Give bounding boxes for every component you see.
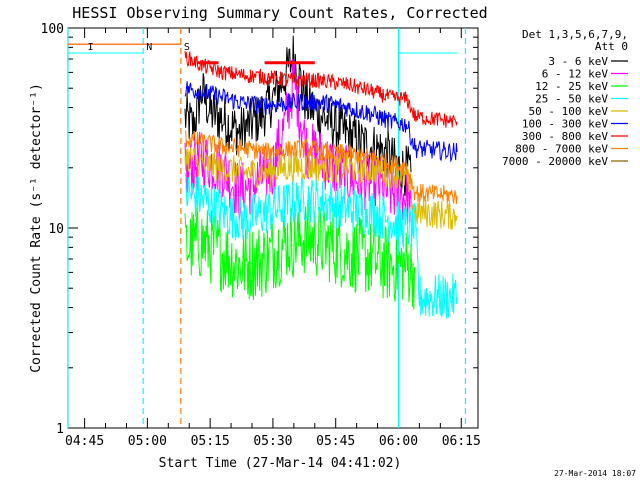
x-tick-label: 06:00 [379,434,418,449]
legend-entry-label: 7000 - 20000 keV [502,155,608,168]
x-tick-label: 05:15 [191,434,230,449]
x-tick-label: 05:45 [316,434,355,449]
legend-entry-label: 50 - 100 keV [529,105,609,118]
y-tick-label: 10 [48,222,64,237]
annotation-label: S [184,42,190,53]
series-line-5 [184,81,458,163]
series-line-3-b [184,172,458,319]
x-tick-label: 05:30 [253,434,292,449]
vertical-markers [67,28,467,428]
series-line-2 [184,200,416,310]
legend-entry-label: 3 - 6 keV [548,55,608,68]
x-tick-label: 04:45 [65,434,104,449]
legend-entry-label: 6 - 12 keV [542,68,609,81]
legend-entry-label: 800 - 7000 keV [515,143,608,156]
annotations: N SI [88,42,190,53]
y-tick-label: 100 [41,22,64,37]
timestamp-label: 27-Mar-2014 18:07 [554,469,636,478]
series-group [67,35,458,319]
legend-entry-label: 25 - 50 keV [535,93,608,106]
series-line-7-b [185,130,458,204]
chart-title: HESSI Observing Summary Count Rates, Cor… [72,4,487,22]
legend-entry-label: 300 - 800 keV [522,130,608,143]
y-tick-label: 1 [56,422,64,437]
legend-entry-label: 12 - 25 keV [535,80,608,93]
series-line-4 [184,146,458,230]
legend-header-line: Att 0 [595,40,628,53]
legend-entry-label: 100 - 300 keV [522,118,608,131]
x-tick-label: 06:15 [442,434,481,449]
series-line-6-b [184,50,458,128]
plot-axes: 1 10 100 04:45 05:00 05:15 05:30 05:45 06:00 06:1… [41,22,481,449]
annotation-label: N [146,42,152,53]
annotation-label: I [88,42,94,53]
y-axis-label: Corrected Count Rate (s⁻¹ detector⁻¹) [29,83,44,373]
x-axis-label: Start Time (27-Mar-14 04:41:02) [159,456,402,471]
x-tick-label: 05:00 [128,434,167,449]
legend-header-line: Det 1,3,5,6,7,9, [522,28,628,41]
